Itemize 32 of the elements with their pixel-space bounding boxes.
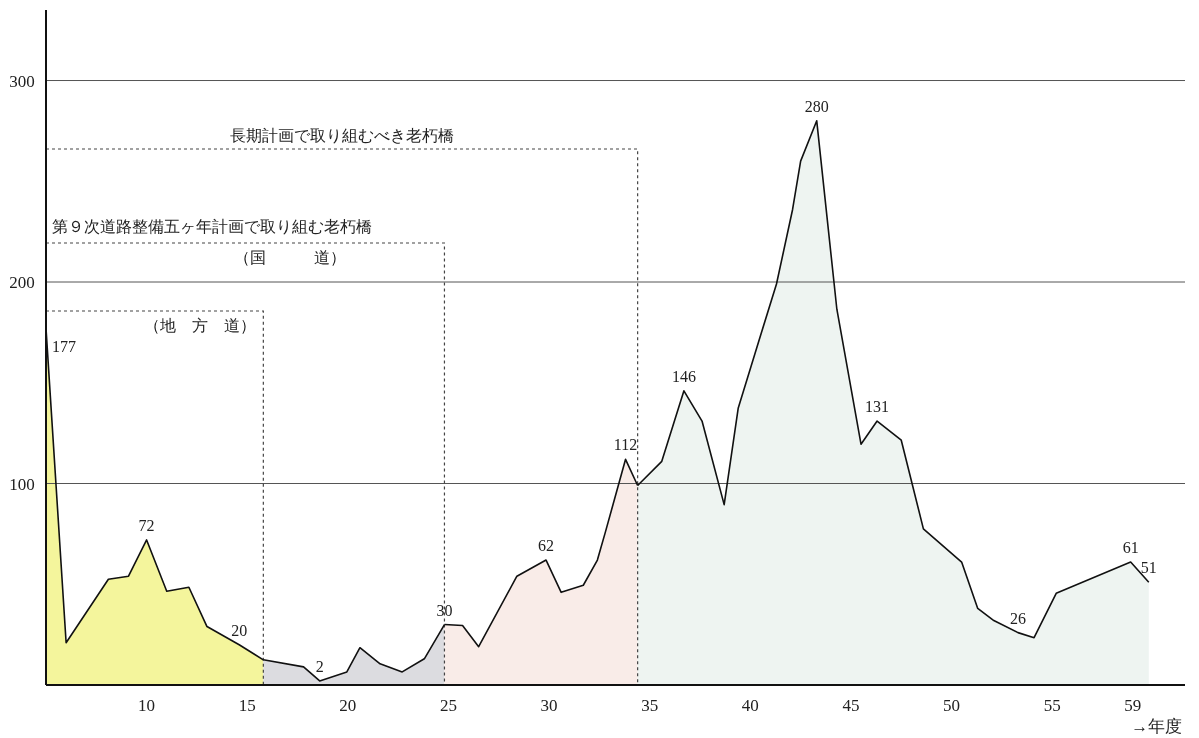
y-tick-label: 200 [9, 273, 35, 293]
annotation: 第９次道路整備五ヶ年計画で取り組む老朽橋 [52, 218, 372, 235]
y-tick-label: 300 [9, 71, 35, 91]
data-label: 61 [1122, 539, 1139, 557]
data-label: 146 [671, 367, 696, 385]
data-label: 72 [138, 516, 155, 534]
data-label: 131 [865, 398, 890, 416]
y-tick-label: 100 [9, 474, 35, 494]
data-label: 26 [1009, 609, 1026, 627]
data-label: 62 [538, 537, 555, 555]
x-tick-label: 30 [540, 696, 558, 715]
x-tick-label: 20 [339, 696, 357, 715]
x-axis-title: →年度 [1131, 717, 1183, 736]
ref-line-label: 長期計画で取り組むべき老朽橋 [229, 127, 454, 144]
x-tick-label: 35 [641, 696, 659, 715]
data-label: 30 [436, 601, 453, 619]
x-tick-label: 25 [439, 696, 457, 715]
data-label: 177 [52, 338, 76, 356]
data-label: 280 [804, 97, 829, 115]
x-tick-label: 50 [943, 696, 961, 715]
x-tick-label: 45 [842, 696, 860, 715]
ref-line-label: （国 道） [234, 249, 347, 266]
data-label: 51 [1140, 559, 1157, 577]
data-label: 20 [231, 621, 248, 639]
x-tick-label: 40 [741, 696, 759, 715]
data-label: 2 [315, 657, 324, 675]
x-tick-label: 59 [1124, 696, 1142, 715]
x-tick-label: 55 [1043, 696, 1061, 715]
data-label: 112 [613, 436, 638, 454]
ref-line-label: （地 方 道） [143, 317, 256, 334]
x-tick-label: 15 [238, 696, 256, 715]
x-tick-label: 10 [138, 696, 156, 715]
